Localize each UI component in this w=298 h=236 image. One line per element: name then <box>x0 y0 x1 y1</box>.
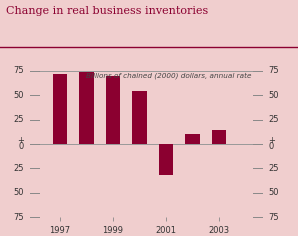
Text: 25: 25 <box>13 164 24 173</box>
Text: 25: 25 <box>13 115 24 124</box>
Bar <box>132 91 147 144</box>
Text: 25: 25 <box>268 115 279 124</box>
Text: +: + <box>268 135 275 145</box>
Bar <box>212 130 226 144</box>
Text: 50: 50 <box>268 188 279 197</box>
Text: 75: 75 <box>13 66 24 75</box>
Text: 0: 0 <box>18 142 24 151</box>
Bar <box>53 74 67 144</box>
Text: 50: 50 <box>13 188 24 197</box>
Text: 75: 75 <box>268 66 279 75</box>
Text: 75: 75 <box>268 213 279 222</box>
Text: Billions of chained (2000) dollars, annual rate: Billions of chained (2000) dollars, annu… <box>86 72 251 79</box>
Text: +: + <box>17 135 24 145</box>
Bar <box>185 134 200 144</box>
Text: 50: 50 <box>268 91 279 100</box>
Bar <box>79 72 94 144</box>
Text: 0: 0 <box>268 142 274 151</box>
Bar <box>105 76 120 144</box>
Text: 50: 50 <box>13 91 24 100</box>
Text: 75: 75 <box>13 213 24 222</box>
Bar <box>159 144 173 175</box>
Text: 25: 25 <box>268 164 279 173</box>
Text: Change in real business inventories: Change in real business inventories <box>6 6 208 16</box>
